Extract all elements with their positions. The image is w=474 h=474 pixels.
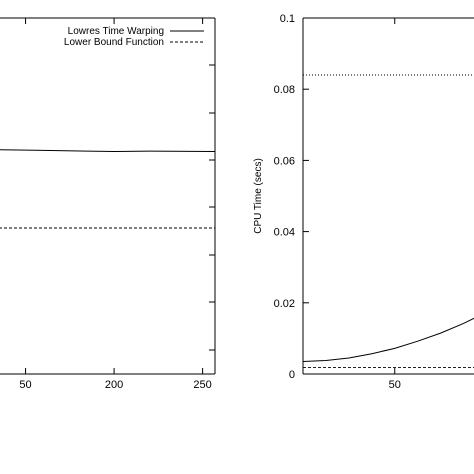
right-series-solid-line-0 bbox=[302, 317, 474, 362]
right-y-axis-title: CPU Time (secs) bbox=[253, 158, 264, 234]
right-x-tick-label: 50 bbox=[389, 379, 401, 391]
left-series-solid-line-0 bbox=[0, 149, 216, 153]
right-ticks: 50 0 0.02 0.04 0.06 0.08 0.1 bbox=[274, 13, 401, 391]
right-y-tick-label: 0.04 bbox=[274, 227, 295, 239]
left-x-tick-label: 200 bbox=[105, 379, 123, 391]
left-legend: Lowres Time Warping Lower Bound Function bbox=[64, 26, 204, 48]
left-plot-area bbox=[0, 149, 216, 229]
right-chart: 50 0 0.02 0.04 0.06 0.08 0.1 CPU Time (secs) bbox=[253, 13, 474, 391]
legend-label-lower-bound: Lower Bound Function bbox=[64, 37, 164, 48]
right-y-tick-label: 0.1 bbox=[280, 13, 295, 25]
right-y-tick-label: 0.02 bbox=[274, 298, 295, 310]
right-y-tick-label: 0.06 bbox=[274, 155, 295, 167]
left-chart: 50 200 250 Lowres Time Warping Lower Bound… bbox=[0, 17, 216, 391]
right-y-tick-label: 0 bbox=[289, 369, 295, 381]
legend-label-lowres: Lowres Time Warping bbox=[68, 26, 164, 37]
left-x-tick-label: 250 bbox=[193, 379, 211, 391]
left-x-tick-label: 50 bbox=[19, 379, 31, 391]
left-ticks: 50 200 250 bbox=[19, 17, 215, 391]
right-y-tick-label: 0.08 bbox=[274, 84, 295, 96]
right-plot-area bbox=[302, 74, 474, 369]
